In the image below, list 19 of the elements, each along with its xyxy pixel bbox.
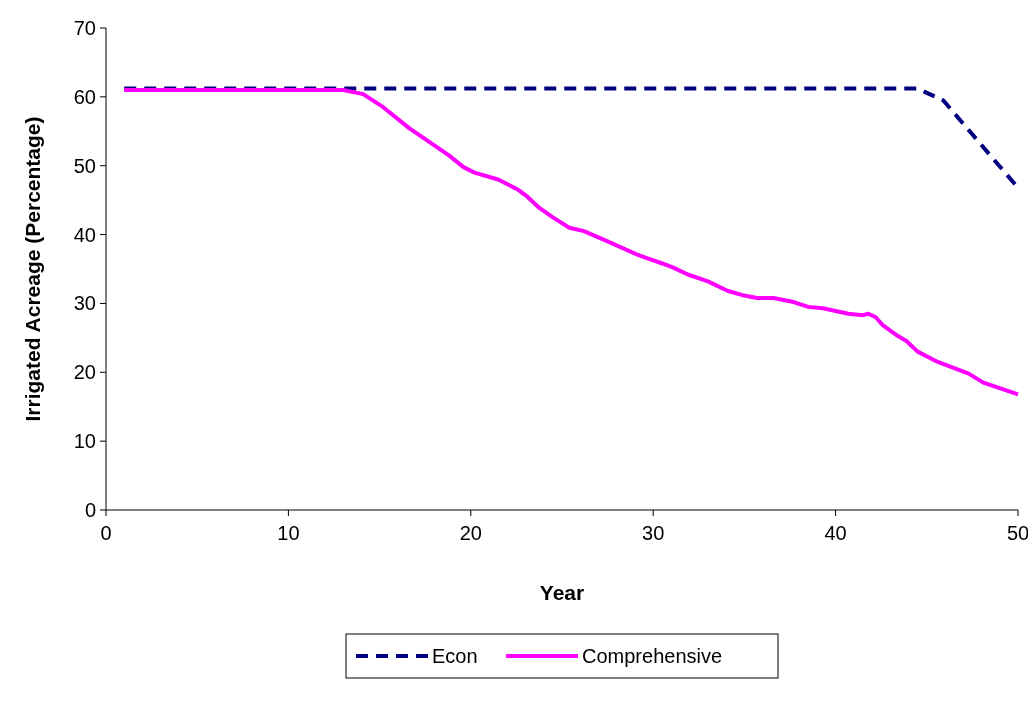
y-tick-label: 40 xyxy=(73,223,96,246)
y-tick-label: 20 xyxy=(73,361,96,384)
y-tick-label: 30 xyxy=(73,292,96,315)
x-tick-label: 40 xyxy=(824,522,847,544)
x-tick-label: 50 xyxy=(1006,522,1028,544)
x-tick-label: 10 xyxy=(277,522,300,544)
y-tick-label: 10 xyxy=(73,430,96,453)
x-tick-label: 0 xyxy=(100,522,112,544)
line-series xyxy=(122,87,1020,397)
y-tick-label: 0 xyxy=(84,499,96,521)
x-tick-label: 20 xyxy=(459,522,482,544)
legend-label: Econ xyxy=(432,645,478,667)
x-tick-label: 30 xyxy=(642,522,665,544)
y-tick-label: 60 xyxy=(73,85,96,108)
y-tick-label: 50 xyxy=(73,154,96,177)
y-axis-title: Irrigated Acreage (Percentage) xyxy=(21,116,44,422)
x-axis-title: Year xyxy=(539,581,585,604)
legend-label: Comprehensive xyxy=(582,645,723,667)
y-tick-label: 70 xyxy=(73,17,96,39)
